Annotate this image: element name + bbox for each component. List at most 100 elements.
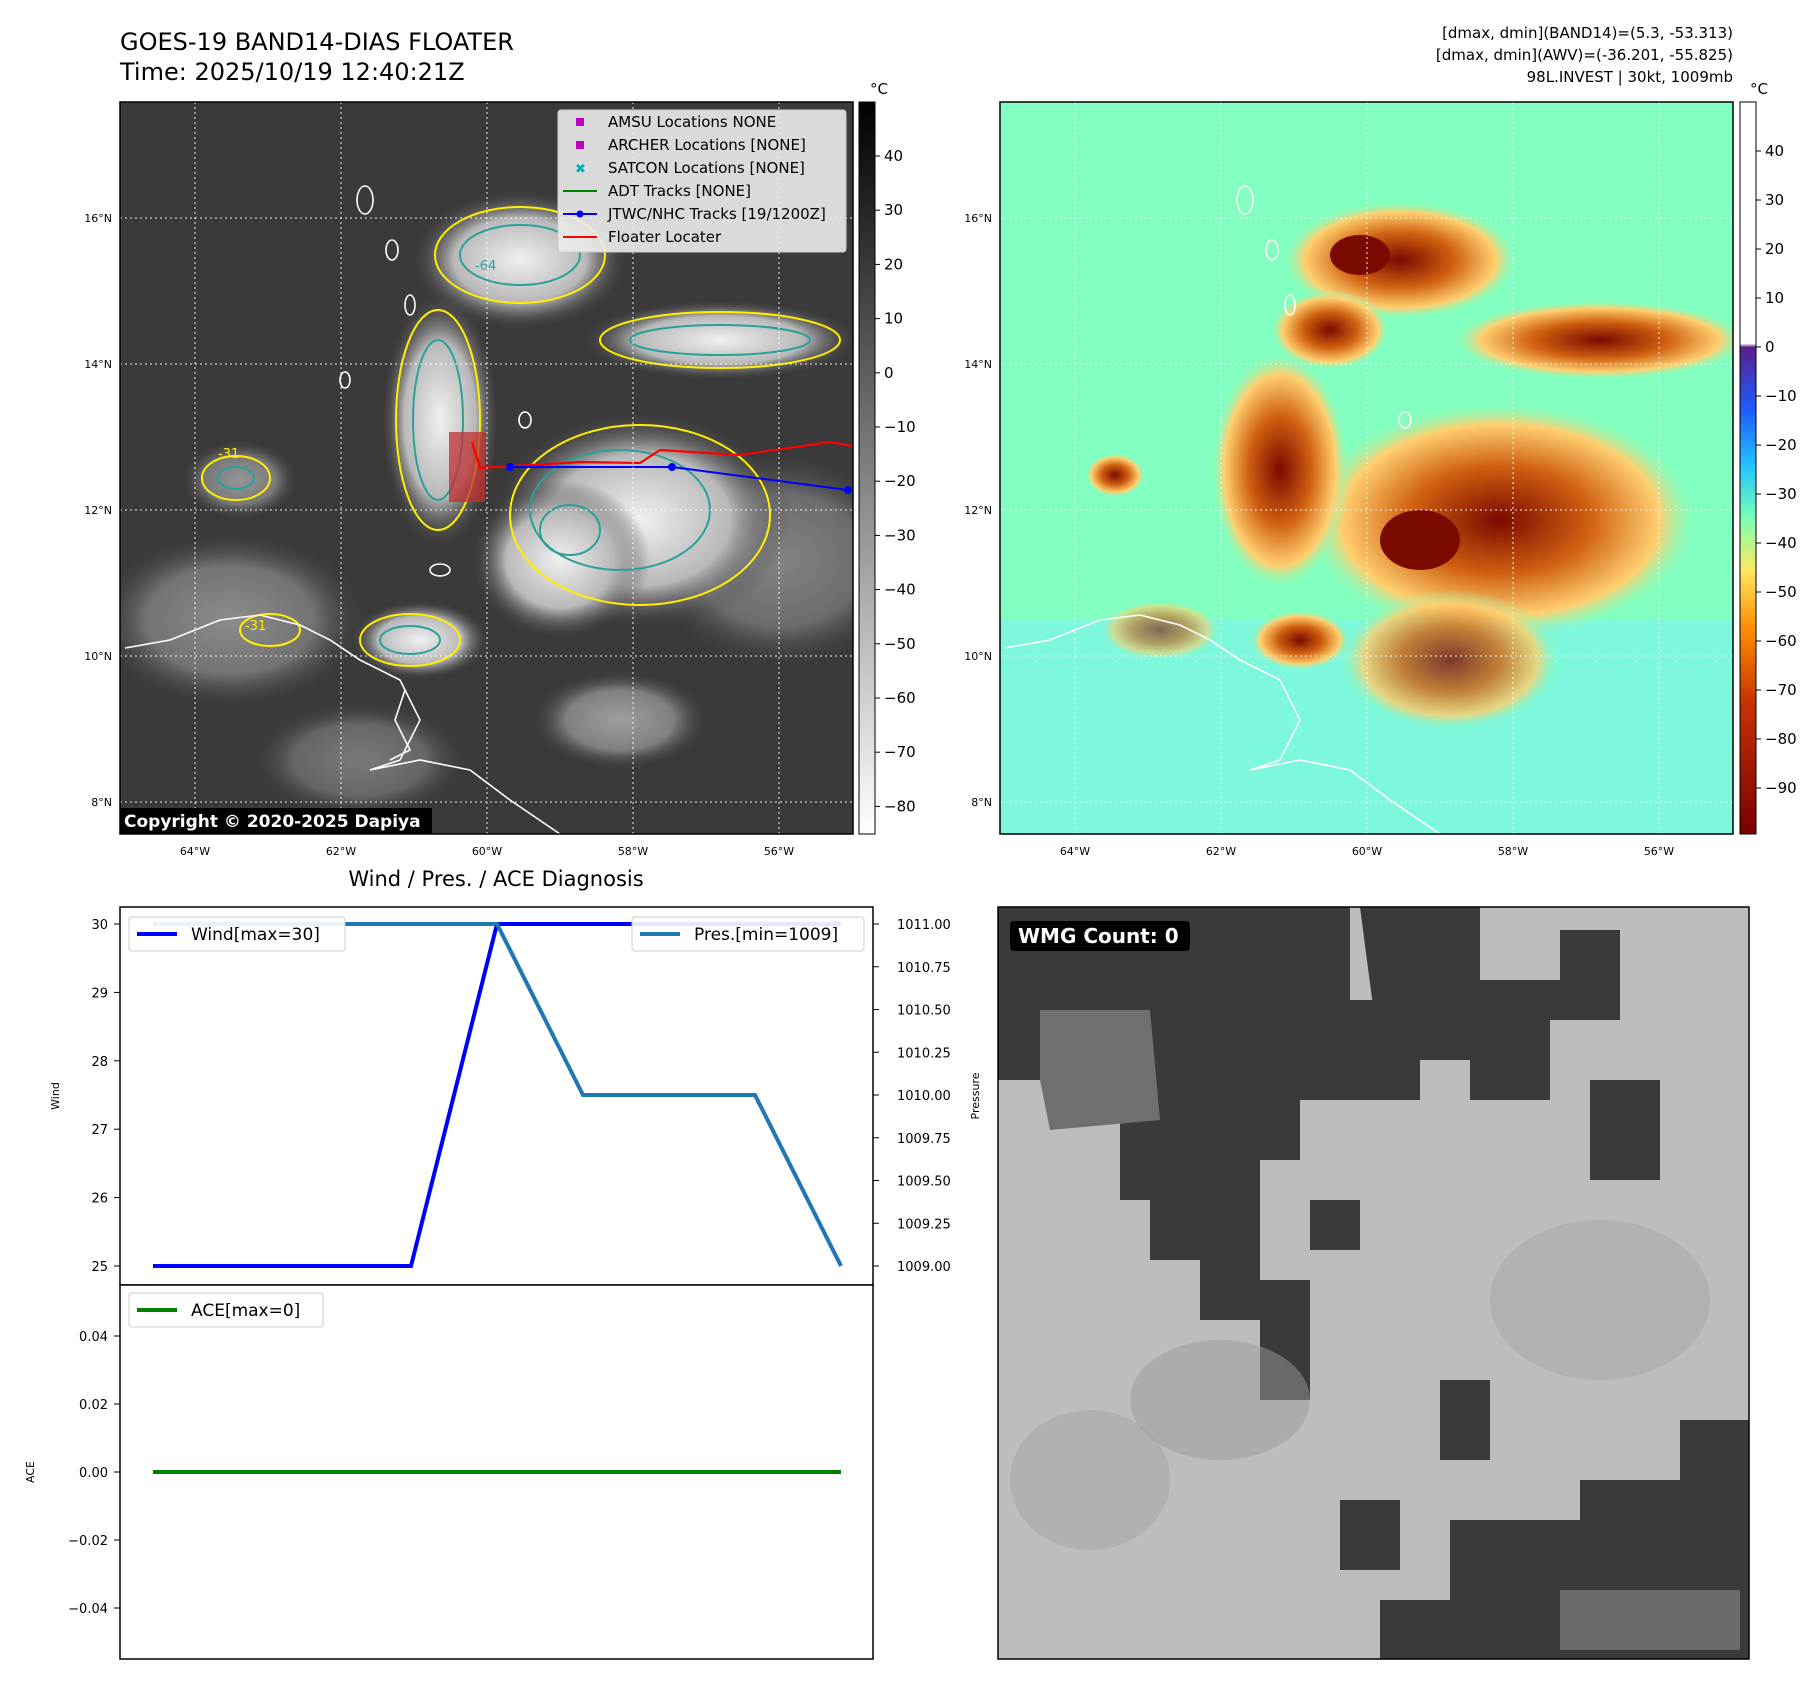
storm-info: 98L.INVEST | 30kt, 1009mb	[1527, 68, 1733, 86]
ace-legend-label: ACE[max=0]	[191, 1301, 300, 1321]
lat-tick-label: 16°N	[964, 212, 992, 225]
map-legend: AMSU Locations NONE ARCHER Locations [NON…	[557, 109, 847, 253]
lat-tick-label: 12°N	[964, 504, 992, 517]
lat-tick-label: 14°N	[84, 358, 112, 371]
pressure-axis-label: Pressure	[969, 1072, 982, 1119]
wv-colorbar: °C 40 30 20 10 0 −10 −20 −30 −40 −50 −60 −70 −80 −90	[1739, 80, 1797, 835]
lat-tick-label: 8°N	[91, 796, 112, 809]
y2-tick-label: 1010.00	[897, 1089, 951, 1104]
map-lat-ticks: 16°N 14°N 12°N 10°N 8°N	[84, 212, 112, 809]
ace-chart: 0.04 0.02 0.00 −0.02 −0.04 ACE ACE[max=0]	[24, 1284, 874, 1660]
colorbar-tick-label: −90	[1765, 779, 1797, 797]
y-tick-label: 29	[91, 986, 108, 1001]
legend-label: AMSU Locations NONE	[608, 113, 776, 131]
y-tick-label: 25	[91, 1260, 108, 1275]
lon-tick-label: 56°W	[764, 845, 794, 858]
jtwc-track	[506, 463, 852, 494]
contour-label: -31	[218, 447, 239, 462]
colorbar-tick-label: −60	[884, 689, 916, 707]
pressure-legend-label: Pres.[min=1009]	[694, 925, 838, 945]
colorbar-tick-label: −10	[1765, 387, 1797, 405]
ir-colorbar: °C 40 30 20 10 0 −10 −20 −30 −40 −50 −60 −70 −80	[858, 80, 916, 835]
legend-marker	[576, 141, 584, 149]
wmg-count-box	[1010, 921, 1190, 951]
pressure-y-ticks: 1011.00 1010.75 1010.50 1010.25 1010.00 1009.…	[873, 918, 951, 1275]
legend-label: SATCON Locations [NONE]	[608, 159, 805, 177]
lat-tick-label: 10°N	[84, 650, 112, 663]
colorbar-tick-label: −20	[884, 472, 916, 490]
band14-range: [dmax, dmin](BAND14)=(5.3, -53.313)	[1442, 24, 1733, 42]
lat-tick-label: 8°N	[971, 796, 992, 809]
wv-colorbar-unit: °C	[1750, 80, 1768, 98]
colorbar-tick-label: 20	[1765, 240, 1784, 258]
awv-range: [dmax, dmin](AWV)=(-36.201, -55.825)	[1436, 46, 1733, 64]
y-tick-label: 26	[91, 1192, 108, 1207]
contour-label: -31	[245, 619, 266, 634]
colorbar-tick-label: 0	[884, 364, 894, 382]
legend-label: Floater Locater	[608, 228, 722, 246]
legend-label: JTWC/NHC Tracks [19/1200Z]	[607, 205, 826, 223]
colorbar-tick-label: −30	[884, 526, 916, 544]
y-tick-label: 30	[91, 918, 108, 933]
lat-tick-label: 16°N	[84, 212, 112, 225]
wind-legend-label: Wind[max=30]	[191, 925, 320, 945]
y-tick-label: 27	[91, 1123, 108, 1138]
wind-pressure-chart: 30 29 28 27 26 25 1011.00 1010.75 1010.50 1010.2…	[49, 906, 982, 1286]
floater-locater-line	[470, 440, 853, 470]
wind-y-ticks: 30 29 28 27 26 25	[91, 918, 120, 1275]
y-tick-label: 0.00	[79, 1466, 108, 1481]
colorbar-tick-label: −70	[1765, 681, 1797, 699]
wv-map-panel: 64°W 62°W 60°W 58°W 56°W 16°N 14°N 12°N 10°N 8°N…	[964, 80, 1796, 858]
colorbar-tick-label: 10	[1765, 289, 1784, 307]
y-tick-label: 0.02	[79, 1398, 108, 1413]
wmg-count-label: WMG Count: 0	[1018, 924, 1179, 948]
colorbar-tick-label: −30	[1765, 485, 1797, 503]
y-tick-label: 0.04	[79, 1330, 108, 1345]
lon-tick-label: 64°W	[180, 845, 210, 858]
y2-tick-label: 1009.25	[897, 1217, 951, 1232]
legend-marker	[576, 210, 584, 218]
colorbar-tick-label: 10	[884, 310, 903, 328]
y2-tick-label: 1009.75	[897, 1132, 951, 1147]
map-lon-ticks: 64°W 62°W 60°W 58°W 56°W	[180, 845, 794, 858]
lon-tick-label: 56°W	[1644, 845, 1674, 858]
lon-tick-label: 58°W	[1498, 845, 1528, 858]
colorbar-tick-label: 30	[1765, 191, 1784, 209]
colorbar-tick-label: 40	[884, 147, 903, 165]
y2-tick-label: 1010.25	[897, 1046, 951, 1061]
lat-tick-label: 14°N	[964, 358, 992, 371]
copyright-box	[120, 808, 432, 834]
lon-tick-label: 62°W	[1206, 845, 1236, 858]
ir-colorbar-unit: °C	[870, 80, 888, 98]
lon-tick-label: 58°W	[618, 845, 648, 858]
wind-legend: Wind[max=30]	[128, 916, 346, 952]
colorbar-tick-label: −60	[1765, 632, 1797, 650]
colorbar-tick-label: 20	[884, 255, 903, 273]
lon-tick-label: 60°W	[1352, 845, 1382, 858]
colorbar-tick-label: −80	[884, 797, 916, 815]
legend-marker	[576, 118, 584, 126]
colorbar-tick-label: 30	[884, 201, 903, 219]
legend-marker: ✖	[575, 162, 586, 177]
colorbar-tick-label: −10	[884, 418, 916, 436]
lat-tick-label: 10°N	[964, 650, 992, 663]
ace-y-ticks: 0.04 0.02 0.00 −0.02 −0.04	[68, 1330, 120, 1617]
figure-title: GOES-19 BAND14-DIAS FLOATER	[120, 28, 514, 56]
legend-label: ADT Tracks [NONE]	[608, 182, 751, 200]
y-tick-label: −0.02	[68, 1534, 108, 1549]
lon-tick-label: 60°W	[472, 845, 502, 858]
ir-map-panel: -31 -31 -64 AMSU Locations NONE ARCHER Lo…	[84, 80, 916, 858]
colorbar-tick-label: −80	[1765, 730, 1797, 748]
colorbar-tick-label: 40	[1765, 142, 1784, 160]
y-tick-label: −0.04	[68, 1602, 108, 1617]
lon-tick-label: 64°W	[1060, 845, 1090, 858]
wv-map-imagery	[1000, 102, 1733, 834]
y2-tick-label: 1009.50	[897, 1175, 951, 1190]
y2-tick-label: 1011.00	[897, 918, 951, 933]
wv-lat-ticks: 16°N 14°N 12°N 10°N 8°N	[964, 212, 992, 809]
y2-tick-label: 1009.00	[897, 1260, 951, 1275]
y2-tick-label: 1010.50	[897, 1004, 951, 1019]
ace-legend: ACE[max=0]	[128, 1292, 324, 1328]
lon-tick-label: 62°W	[326, 845, 356, 858]
